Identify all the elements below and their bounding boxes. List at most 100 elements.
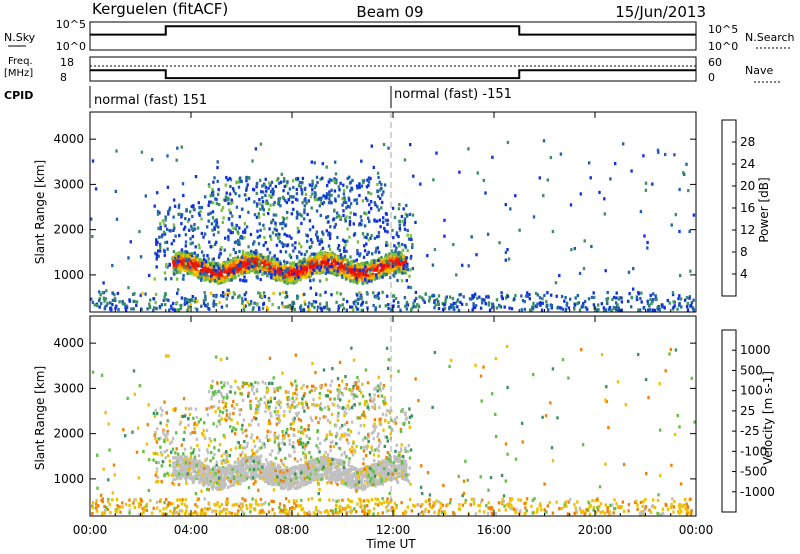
data-cell xyxy=(218,300,221,305)
data-cell xyxy=(406,228,409,233)
data-cell xyxy=(384,255,387,259)
data-cell xyxy=(247,197,251,201)
data-cell xyxy=(261,261,264,265)
data-cell xyxy=(243,235,246,240)
data-cell xyxy=(507,257,511,261)
data-cell xyxy=(630,305,633,309)
data-cell xyxy=(261,258,265,262)
data-cell xyxy=(351,260,355,264)
data-cell xyxy=(369,200,373,204)
data-cell xyxy=(397,258,400,262)
data-cell xyxy=(301,269,304,273)
data-cell xyxy=(577,301,580,305)
data-cell xyxy=(94,187,98,191)
data-cell xyxy=(620,296,623,300)
data-cell xyxy=(579,192,582,196)
data-cell xyxy=(182,250,185,254)
data-cell xyxy=(212,233,216,237)
data-cell xyxy=(174,261,177,265)
data-cell xyxy=(220,476,223,480)
data-cell xyxy=(301,176,305,180)
data-cell xyxy=(193,259,196,263)
data-cell xyxy=(239,278,242,282)
data-cell xyxy=(292,185,295,190)
data-cell xyxy=(207,269,211,273)
data-cell xyxy=(384,269,387,274)
data-cell xyxy=(180,248,184,252)
data-cell xyxy=(617,308,620,312)
data-cell xyxy=(402,462,406,466)
data-cell xyxy=(506,294,510,299)
data-cell xyxy=(282,278,286,282)
data-cell xyxy=(279,250,282,254)
data-cell xyxy=(359,275,362,279)
data-cell xyxy=(252,269,256,273)
data-cell xyxy=(232,291,235,295)
data-cell xyxy=(186,301,189,305)
data-cell xyxy=(294,280,297,284)
data-cell xyxy=(316,305,320,309)
data-cell xyxy=(201,269,204,273)
data-cell xyxy=(384,259,388,263)
data-cell xyxy=(227,201,230,206)
data-cell xyxy=(327,220,330,224)
data-cell xyxy=(365,291,369,295)
data-cell xyxy=(291,305,295,309)
data-cell xyxy=(229,184,232,189)
data-cell xyxy=(241,236,244,240)
data-cell xyxy=(303,257,306,261)
data-cell xyxy=(212,267,215,271)
data-cell xyxy=(257,291,260,295)
data-cell xyxy=(479,306,483,310)
data-cell xyxy=(578,308,582,312)
data-cell xyxy=(237,267,240,272)
data-cell xyxy=(432,178,435,182)
data-cell xyxy=(313,195,316,200)
data-cell xyxy=(337,460,340,464)
data-cell xyxy=(200,479,203,483)
data-cell xyxy=(602,306,606,310)
data-cell xyxy=(337,270,341,274)
data-cell xyxy=(165,298,168,302)
data-cell xyxy=(376,235,379,239)
data-cell xyxy=(308,308,311,312)
data-cell xyxy=(254,463,258,467)
data-cell xyxy=(319,240,322,244)
data-cell xyxy=(214,268,217,272)
data-cell xyxy=(300,245,303,249)
data-cell xyxy=(216,270,219,274)
data-cell xyxy=(287,271,290,275)
data-cell xyxy=(349,189,352,193)
data-cell xyxy=(229,274,233,278)
data-cell xyxy=(278,292,282,296)
data-cell xyxy=(224,198,227,202)
data-cell xyxy=(253,254,256,258)
data-cell xyxy=(598,190,601,194)
data-cell xyxy=(347,196,350,200)
data-cell xyxy=(251,307,255,312)
data-cell xyxy=(256,261,260,265)
data-cell xyxy=(404,460,407,464)
data-cell xyxy=(303,265,307,269)
data-cell xyxy=(104,305,107,309)
data-cell xyxy=(210,222,214,226)
data-cell xyxy=(402,257,405,262)
data-cell xyxy=(241,301,244,305)
data-cell xyxy=(299,306,302,310)
data-cell xyxy=(367,191,370,195)
data-cell xyxy=(217,276,221,280)
data-cell xyxy=(236,255,239,259)
data-cell xyxy=(265,189,268,193)
nsky-label: N.Sky xyxy=(4,31,36,44)
data-cell xyxy=(310,261,314,265)
data-cell xyxy=(283,280,286,284)
data-cell xyxy=(373,236,377,240)
data-cell xyxy=(319,201,323,205)
data-cell xyxy=(182,273,185,278)
data-cell xyxy=(310,252,313,256)
data-cell xyxy=(280,277,284,281)
data-cell xyxy=(358,223,361,227)
data-cell xyxy=(347,463,350,467)
data-cell xyxy=(216,264,219,268)
